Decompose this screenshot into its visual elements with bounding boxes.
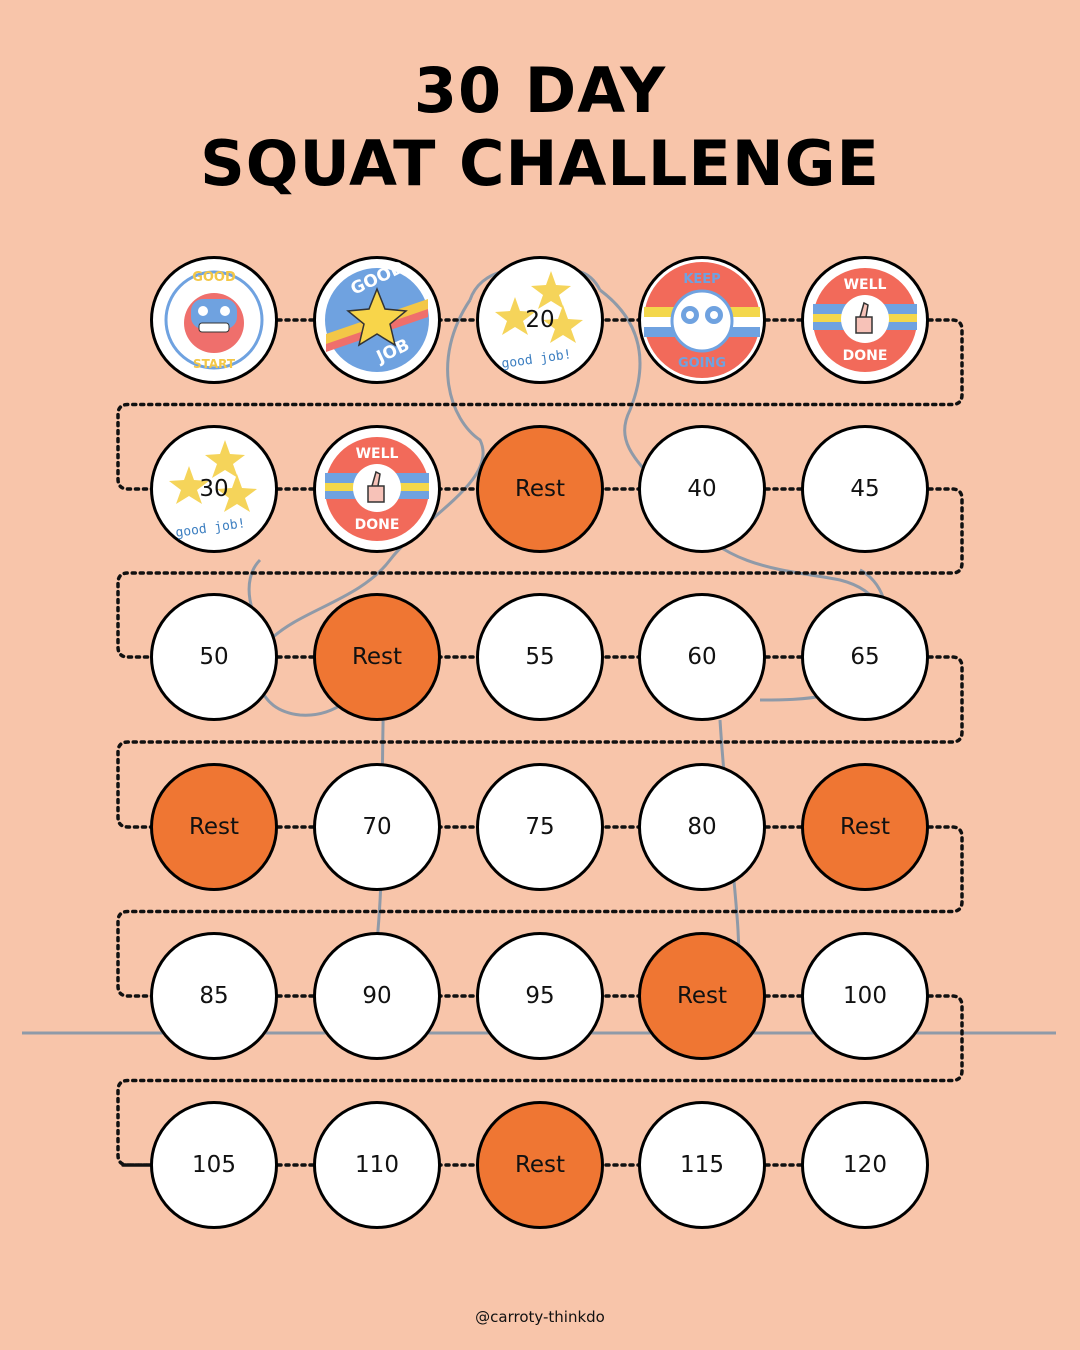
completed-day-circle[interactable]: GOOD JOB	[313, 256, 441, 384]
completed-day-circle[interactable]: WELL DONE	[313, 425, 441, 553]
title-line-2: SQUAT CHALLENGE	[200, 127, 880, 200]
dotted-connector-line	[116, 318, 964, 1167]
good-job-stars-sticker-icon: good job!	[156, 431, 272, 547]
day-circle[interactable]: 65	[801, 593, 929, 721]
day-label: Rest	[676, 983, 728, 1009]
good-job-star-sticker-icon: GOOD JOB	[319, 259, 435, 378]
day-circle[interactable]: 80	[638, 763, 766, 891]
svg-text:WELL: WELL	[844, 277, 887, 293]
rest-day-circle[interactable]: Rest	[476, 425, 604, 553]
day-label: 45	[850, 476, 880, 502]
completed-day-circle[interactable]: good job! 20	[476, 256, 604, 384]
completed-day-circle[interactable]: GOOD START	[150, 256, 278, 384]
day-circle[interactable]: 75	[476, 763, 604, 891]
day-circle[interactable]: 40	[638, 425, 766, 553]
day-circle[interactable]: 110	[313, 1101, 441, 1229]
day-circle[interactable]: 95	[476, 932, 604, 1060]
day-circle[interactable]: 100	[801, 932, 929, 1060]
day-label: 100	[843, 983, 887, 1009]
well-done-sticker-icon: WELL DONE	[807, 262, 923, 378]
day-label: 120	[843, 1152, 887, 1178]
day-label: 55	[525, 644, 555, 670]
day-label: Rest	[839, 814, 891, 840]
footer-handle: @carroty-thinkdo	[475, 1308, 605, 1326]
day-label: 75	[525, 814, 555, 840]
day-label: 80	[687, 814, 717, 840]
keep-going-sticker-icon: KEEP GOING	[644, 262, 760, 378]
svg-text:KEEP: KEEP	[683, 272, 720, 287]
rest-day-circle[interactable]: Rest	[476, 1101, 604, 1229]
day-label: 40	[687, 476, 717, 502]
good-start-sticker-icon: GOOD START	[156, 262, 272, 378]
completed-day-circle[interactable]: WELL DONE	[801, 256, 929, 384]
day-circle[interactable]: 55	[476, 593, 604, 721]
svg-text:GOING: GOING	[678, 356, 726, 371]
good-job-stars-sticker-icon: good job!	[482, 262, 598, 378]
svg-text:GOOD: GOOD	[192, 270, 236, 285]
day-label: 65	[850, 644, 880, 670]
day-label: 105	[192, 1152, 236, 1178]
day-label: 50	[199, 644, 229, 670]
day-label: 110	[355, 1152, 399, 1178]
day-circle[interactable]: 50	[150, 593, 278, 721]
day-label: Rest	[514, 1152, 566, 1178]
day-label: 95	[525, 983, 555, 1009]
day-label: 85	[199, 983, 229, 1009]
svg-text:WELL: WELL	[356, 446, 399, 462]
title-line-1: 30 DAY	[413, 54, 667, 127]
day-circle[interactable]: 105	[150, 1101, 278, 1229]
day-circle[interactable]: 60	[638, 593, 766, 721]
day-label: 70	[362, 814, 392, 840]
day-circle[interactable]: 120	[801, 1101, 929, 1229]
completed-day-circle[interactable]: KEEP GOING	[638, 256, 766, 384]
rest-day-circle[interactable]: Rest	[150, 763, 278, 891]
day-circle[interactable]: 115	[638, 1101, 766, 1229]
day-label: Rest	[351, 644, 403, 670]
day-label: Rest	[188, 814, 240, 840]
day-circle[interactable]: 85	[150, 932, 278, 1060]
svg-text:DONE: DONE	[843, 348, 888, 364]
day-circle[interactable]: 70	[313, 763, 441, 891]
svg-text:DONE: DONE	[355, 517, 400, 533]
day-label: 115	[680, 1152, 724, 1178]
day-label: 20	[525, 307, 555, 333]
well-done-sticker-icon: WELL DONE	[319, 431, 435, 547]
completed-day-circle[interactable]: good job! 30	[150, 425, 278, 553]
day-label: 90	[362, 983, 392, 1009]
day-label: Rest	[514, 476, 566, 502]
day-label: 30	[199, 476, 229, 502]
rest-day-circle[interactable]: Rest	[801, 763, 929, 891]
rest-day-circle[interactable]: Rest	[313, 593, 441, 721]
day-label: 60	[687, 644, 717, 670]
rest-day-circle[interactable]: Rest	[638, 932, 766, 1060]
svg-text:START: START	[193, 357, 236, 371]
day-circle[interactable]: 90	[313, 932, 441, 1060]
day-circle[interactable]: 45	[801, 425, 929, 553]
